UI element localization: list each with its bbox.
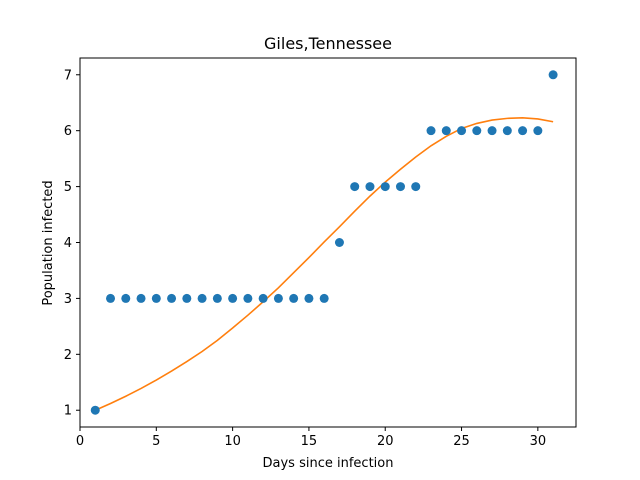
data-point [289,293,299,303]
chart-title: Giles,Tennessee [264,34,392,53]
data-point [350,182,360,192]
x-tick-label: 25 [453,434,470,449]
plot-area [90,70,558,415]
y-axis-label: Population infected [41,180,56,305]
x-tick-label: 15 [301,434,318,449]
data-point [304,293,314,303]
y-tick-label: 3 [64,292,72,307]
data-point [334,238,344,247]
data-point [395,182,405,192]
data-point [90,405,100,415]
data-point [121,293,131,303]
x-axis-label: Days since infection [263,456,394,471]
data-point [197,293,207,303]
data-point [273,293,283,303]
fit-line [94,117,554,411]
x-tick-label: 30 [530,434,547,449]
y-axis: 1 2 3 4 5 6 7 [64,68,80,419]
y-tick-label: 1 [64,404,72,419]
data-point [243,293,253,303]
plot-frame [79,57,577,428]
y-tick-label: 6 [64,124,72,139]
x-axis: 0 5 10 15 20 25 30 [76,427,546,449]
data-point [548,70,558,80]
data-point [136,293,146,303]
y-tick-label: 4 [64,236,72,251]
data-point [212,293,222,303]
data-point [182,293,192,303]
data-point [365,182,375,192]
x-tick-label: 5 [152,434,160,449]
data-point [487,126,497,136]
y-tick-label: 7 [64,68,72,83]
y-tick-label: 2 [64,348,72,363]
data-point [258,293,268,303]
data-point [426,126,436,136]
data-point [441,126,451,136]
data-point [533,126,543,136]
data-point [151,293,161,303]
data-point [380,182,390,192]
data-point [106,293,116,303]
data-point [518,126,528,136]
x-tick-label: 20 [377,434,394,449]
data-point [228,293,238,303]
data-point [502,126,512,136]
data-point [411,182,421,192]
data-point [472,126,482,136]
data-point [167,293,177,303]
data-point [457,126,467,136]
y-tick-label: 5 [64,180,72,195]
x-tick-label: 0 [76,434,84,449]
x-tick-label: 10 [224,434,241,449]
data-point [319,293,329,303]
